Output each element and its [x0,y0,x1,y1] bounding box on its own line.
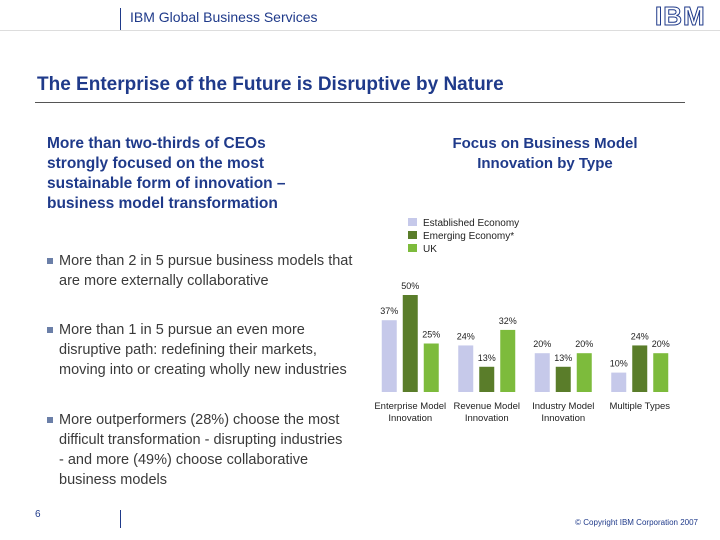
bullet: More than 1 in 5 pursue an even more dis… [47,320,359,380]
value-label: 20% [575,339,593,349]
value-label: 20% [652,339,670,349]
bullet-text: More outperformers (28%) choose the most… [59,412,343,488]
bar [534,353,550,392]
bullet: More outperformers (28%) choose the most… [47,410,349,490]
bullet-marker [47,327,53,333]
value-label: 25% [422,330,440,340]
bar [479,366,495,392]
copyright: © Copyright IBM Corporation 2007 [575,518,698,527]
bullet-marker [47,417,53,423]
bullet-text: More than 2 in 5 pursue business models … [59,253,353,289]
header-divider [120,8,121,30]
left-heading: More than two-thirds of CEOs strongly fo… [47,135,286,212]
value-label: 24% [457,331,475,341]
bullet: More than 2 in 5 pursue business models … [47,251,359,291]
value-label: 50% [401,281,419,291]
value-label: 24% [631,331,649,341]
category-label: Industry Model Innovation [532,401,595,424]
category-label: Multiple Types [609,401,671,412]
value-label: 13% [478,353,496,363]
bar [402,295,418,392]
logo: IBM [655,1,706,32]
value-label: 13% [554,353,572,363]
bar [500,329,516,392]
category-label: Revenue Model Innovation [453,401,521,424]
legend-swatch [408,218,417,226]
footer-divider [120,510,121,528]
value-label: 10% [610,359,628,369]
legend-label: UK [423,244,437,255]
bar [632,345,648,392]
legend-swatch [408,231,417,239]
slide-title: The Enterprise of the Future is Disrupti… [37,74,504,95]
category-label: Enterprise Model Innovation [374,401,447,424]
title-rule [35,102,685,103]
bar [555,366,571,392]
value-label: 20% [533,339,551,349]
bullet-marker [47,258,53,264]
page-number: 6 [35,509,41,520]
bar [423,343,439,392]
value-label: 32% [499,316,517,326]
bar [458,345,474,392]
legend-label: Emerging Economy* [423,231,514,242]
legend-swatch [408,244,417,252]
business-unit: IBM Global Business Services [130,9,318,25]
bar [653,353,669,392]
bar [381,320,397,392]
bar [576,353,592,392]
bar [611,372,627,392]
bullet-text: More than 1 in 5 pursue an even more dis… [59,322,347,378]
legend-label: Established Economy [423,218,519,229]
value-label: 37% [380,306,398,316]
chart-title: Focus on Business Model Innovation by Ty… [452,135,638,172]
